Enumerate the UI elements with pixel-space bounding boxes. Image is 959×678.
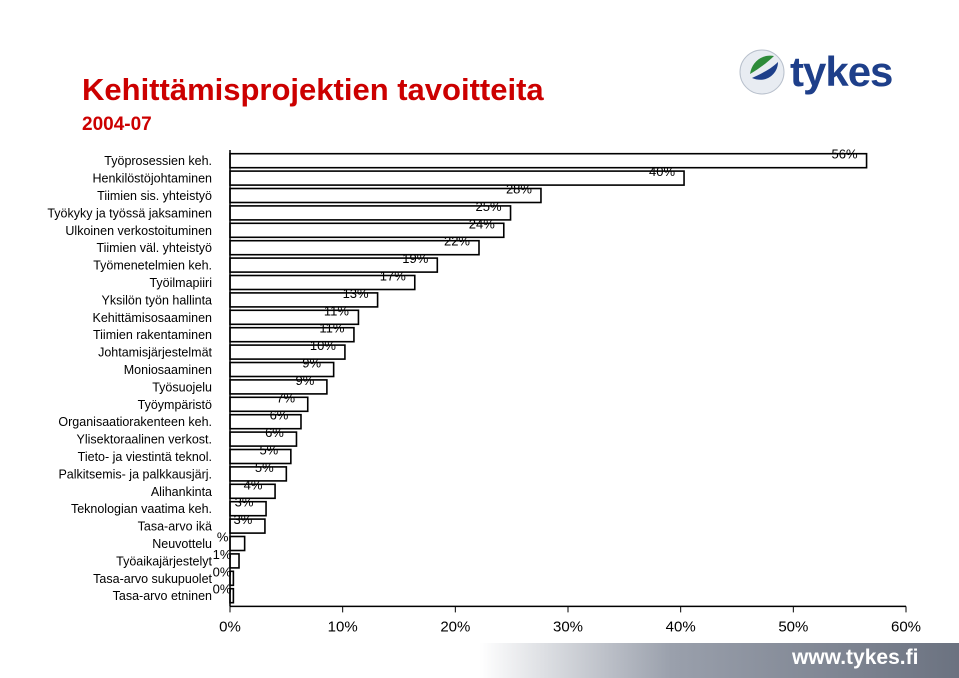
data-label: 9% (295, 373, 314, 388)
x-tick-label: 30% (553, 618, 583, 635)
bar (229, 170, 685, 186)
data-label: % (217, 530, 229, 545)
data-label: 7% (276, 390, 295, 405)
category-label: Tieto- ja viestintä teknol. (78, 450, 212, 464)
category-label: Yksilön työn hallinta (102, 293, 213, 307)
bar-chart: Työprosessien keh. 56% Henkilöstöjohtamine… (47, 147, 921, 636)
x-tick-label: 40% (666, 618, 696, 635)
data-label: 4% (244, 477, 263, 492)
data-label: 0% (213, 564, 232, 579)
category-label: Johtamisjärjestelmät (98, 346, 212, 360)
category-label: Ylisektoraalinen verkost. (77, 433, 212, 447)
data-label: 5% (259, 443, 278, 458)
x-tick-label: 10% (328, 618, 358, 635)
category-label: Ulkoinen verkostoituminen (65, 224, 212, 238)
data-label: 40% (649, 164, 675, 179)
axes-group: 0% 10% 20% 30% 40% 50% 60% (219, 150, 921, 635)
data-label: 22% (444, 234, 470, 249)
data-label: 6% (265, 425, 284, 440)
data-label: 11% (324, 303, 349, 318)
category-label: Palkitsemis- ja palkkausjärj. (58, 467, 212, 481)
category-label: Työsuojelu (152, 380, 212, 394)
category-label: Tiimien rakentaminen (93, 328, 212, 342)
x-tick-label: 50% (778, 618, 808, 635)
page-title: Kehittämisprojektien tavoitteita (82, 72, 544, 107)
data-label: 56% (832, 147, 858, 162)
category-label: Tasa-arvo etninen (113, 589, 212, 603)
data-label: 0% (213, 582, 232, 597)
category-label: Henkilöstöjohtaminen (92, 172, 212, 186)
category-label: Työkyky ja työssä jaksaminen (47, 206, 212, 220)
category-label: Alihankinta (151, 485, 212, 499)
category-label: Tiimien sis. yhteistyö (97, 189, 212, 203)
data-label: 5% (255, 460, 274, 475)
category-label: Työaikajärjestelyt (116, 554, 212, 568)
category-label: Työympäristö (138, 398, 212, 412)
category-label: Työilmapiiri (149, 276, 212, 290)
bar (229, 239, 480, 256)
x-tick-label: 60% (891, 618, 921, 635)
data-label: 3% (235, 495, 254, 510)
category-label: Neuvottelu (152, 537, 212, 551)
data-label: 13% (343, 286, 369, 301)
x-tick-label: 0% (219, 618, 241, 635)
category-label: Tiimien väl. yhteistyö (96, 241, 212, 255)
category-label: Organisaatiorakenteen keh. (58, 415, 212, 429)
category-label: Tasa-arvo ikä (138, 520, 212, 534)
category-label: Työmenetelmien keh. (93, 259, 212, 273)
data-label: 6% (270, 408, 289, 423)
footer-band (0, 643, 959, 678)
bar (229, 152, 868, 169)
data-label: 10% (310, 338, 336, 353)
bars-group: Työprosessien keh. 56% Henkilöstöjohtamine… (47, 147, 868, 604)
data-label: 24% (469, 216, 495, 231)
x-tick-label: 20% (440, 618, 470, 635)
data-label: 11% (319, 321, 344, 336)
data-label: 17% (380, 269, 406, 284)
bar (229, 535, 246, 552)
category-label: Teknologian vaatima keh. (71, 502, 212, 516)
logo-wordmark: tykes (790, 48, 893, 95)
data-label: 28% (506, 182, 532, 197)
category-label: Työprosessien keh. (104, 154, 212, 168)
data-label: 19% (402, 251, 428, 266)
category-label: Moniosaaminen (124, 363, 212, 377)
tykes-logo-icon (739, 49, 785, 95)
category-label: Tasa-arvo sukupuolet (93, 572, 212, 586)
data-label: 3% (234, 512, 253, 527)
data-label: 9% (302, 356, 321, 371)
footer-url: www.tykes.fi (792, 646, 919, 669)
data-label: 25% (476, 199, 502, 214)
page-subtitle: 2004-07 (82, 114, 152, 135)
data-label: 1% (213, 547, 232, 562)
category-label: Kehittämisosaaminen (92, 311, 212, 325)
